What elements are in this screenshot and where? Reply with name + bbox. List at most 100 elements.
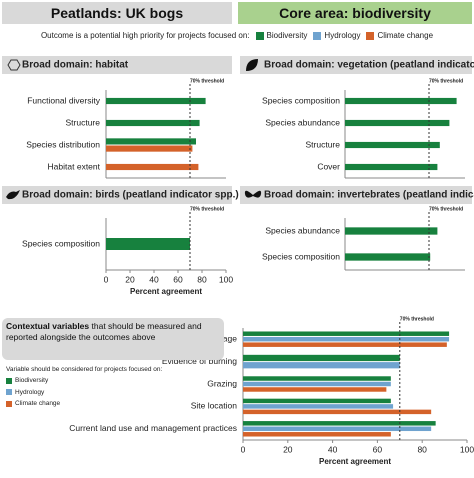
- bar: [106, 138, 196, 145]
- bar: [243, 376, 391, 381]
- legend-swatch: [366, 31, 375, 40]
- category-label: Functional diversity: [27, 95, 101, 105]
- legend: Outcome is a potential high priority for…: [0, 31, 474, 40]
- bar: [243, 426, 432, 432]
- x-tick-label: 40: [328, 444, 338, 454]
- bar: [345, 163, 438, 171]
- x-tick-label: 60: [173, 274, 183, 284]
- category-label: Structure: [66, 117, 101, 127]
- panel-header: [2, 56, 232, 74]
- panel-title: Broad domain: invertebrates (peatland in…: [264, 190, 474, 201]
- bar: [345, 97, 457, 105]
- legend-label: Climate change: [377, 31, 434, 40]
- category-label: Cover: [317, 161, 340, 171]
- bar: [106, 97, 206, 105]
- bar: [345, 253, 431, 261]
- legend-label: Biodiversity: [15, 377, 49, 385]
- leaf-icon: [246, 59, 258, 71]
- category-label: Species abundance: [265, 117, 340, 127]
- bar: [243, 342, 447, 347]
- category-label: Species composition: [262, 251, 340, 261]
- header-left: Peatlands: UK bogs: [2, 2, 232, 24]
- context-legend-item: Climate change: [6, 400, 186, 408]
- threshold-label: 70% threshold: [429, 206, 463, 212]
- category-label: Grazing: [207, 378, 237, 388]
- context-legend-title: Variable should be considered for projec…: [6, 366, 163, 373]
- legend-item: Biodiversity: [255, 31, 307, 40]
- x-tick-label: 80: [197, 274, 207, 284]
- x-tick-label: 100: [219, 274, 233, 284]
- x-tick-label: 60: [373, 444, 383, 454]
- bar: [243, 336, 450, 342]
- bar: [243, 387, 387, 392]
- category-label: Species composition: [262, 95, 340, 105]
- legend-item: Hydrology: [313, 31, 360, 40]
- bar: [243, 354, 400, 362]
- bar: [243, 421, 436, 426]
- bar: [243, 331, 450, 336]
- x-tick-label: 0: [104, 274, 109, 284]
- panel-header: [2, 186, 232, 204]
- legend-swatch: [255, 31, 264, 40]
- x-axis-label: Percent agreement: [319, 457, 391, 466]
- legend-item: Climate change: [366, 31, 433, 40]
- legend-swatch: [313, 31, 322, 40]
- legend-label: Climate change: [15, 400, 61, 408]
- category-label: Species composition: [22, 238, 100, 248]
- panel-header: [240, 186, 472, 204]
- category-label: Site location: [191, 401, 238, 411]
- panel-title: Broad domain: vegetation (peatland indic…: [264, 60, 474, 71]
- bar: [106, 163, 199, 171]
- panel-title: Broad domain: birds (peatland indicator …: [22, 190, 239, 201]
- context-legend-item: Hydrology: [6, 389, 186, 397]
- habitat-icon: [7, 59, 21, 71]
- bar: [243, 404, 394, 409]
- context-legend: Variable should be considered for projec…: [6, 366, 186, 409]
- x-axis-label: Percent agreement: [130, 287, 202, 296]
- context-bold: Contextual variables: [6, 321, 90, 331]
- bar: [106, 238, 190, 250]
- butterfly-icon: [244, 190, 262, 198]
- category-label: Current land use and management practice…: [69, 423, 237, 433]
- bar: [345, 227, 438, 235]
- legend-title: Outcome is a potential high priority for…: [40, 31, 250, 40]
- bar: [106, 119, 200, 127]
- bar: [243, 381, 391, 387]
- x-tick-label: 40: [149, 274, 159, 284]
- context-box: Contextual variables that should be meas…: [2, 318, 224, 360]
- header-right: Core area: biodiversity: [238, 2, 472, 24]
- legend-swatch: [6, 377, 12, 384]
- threshold-label: 70% threshold: [190, 206, 224, 212]
- bar: [106, 145, 193, 152]
- bar: [345, 141, 440, 149]
- category-label: Habitat extent: [48, 161, 101, 171]
- context-text: that should be measured and reported alo…: [6, 321, 202, 342]
- legend-label: Hydrology: [324, 31, 361, 40]
- x-tick-label: 20: [125, 274, 135, 284]
- legend-label: Hydrology: [15, 388, 45, 396]
- x-tick-label: 0: [241, 444, 246, 454]
- bar: [243, 409, 432, 415]
- threshold-label: 70% threshold: [400, 316, 434, 322]
- bar: [243, 398, 391, 404]
- category-label: Evidence of burning: [162, 356, 237, 366]
- panel-title: Broad domain: habitat: [22, 60, 129, 71]
- bar: [243, 362, 400, 369]
- category-label: Structure: [306, 139, 341, 149]
- x-tick-label: 100: [460, 444, 474, 454]
- panel-header: [240, 56, 472, 74]
- category-label: Species abundance: [265, 225, 340, 235]
- bird-icon: [6, 190, 20, 200]
- legend-swatch: [6, 400, 12, 407]
- threshold-label: 70% threshold: [190, 78, 224, 84]
- x-tick-label: 20: [283, 444, 293, 454]
- legend-swatch: [6, 389, 12, 396]
- bar: [243, 432, 391, 437]
- threshold-label: 70% threshold: [429, 78, 463, 84]
- context-legend-item: Biodiversity: [6, 377, 186, 385]
- bar: [345, 119, 450, 127]
- x-tick-label: 80: [417, 444, 427, 454]
- category-label: Species distribution: [26, 139, 100, 149]
